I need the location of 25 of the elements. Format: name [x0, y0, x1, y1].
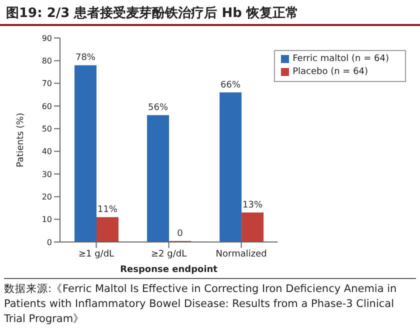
y-tick-label: 0: [46, 238, 52, 247]
y-tick-label: 30: [42, 170, 52, 179]
x-tick-label: Normalized: [216, 249, 267, 260]
data-label: 78%: [76, 53, 96, 64]
y-tick-label: 70: [42, 79, 52, 88]
data-label: 0: [177, 229, 184, 239]
legend-label: Ferric maltol (n = 64): [292, 54, 389, 64]
data-label: 56%: [148, 103, 168, 114]
y-tick-label: 90: [42, 34, 52, 43]
y-tick-label: 50: [42, 124, 52, 134]
x-tick-label: ≥2 g/dL: [150, 249, 187, 260]
y-tick-label: 60: [42, 102, 52, 111]
y-tick-label: 40: [42, 147, 52, 156]
data-label: 66%: [220, 80, 242, 90]
x-tick-label: ≥1 g/dL: [78, 249, 114, 260]
chart-title: 图19: 2/3 患者接受麦芽酚铁治疗后 Hb 恢复正常: [0, 0, 420, 26]
legend-label: Placebo (n = 64): [292, 67, 368, 77]
x-axis-title: Response endpoint: [120, 265, 218, 275]
data-label: 13%: [242, 200, 264, 211]
y-tick-label: 80: [42, 56, 52, 66]
data-label: 11%: [98, 205, 118, 216]
source-note: 数据来源:《Ferric Maltol Is Effective in Correcting Iron Deficiency Anemia in Patients with Inflammatory Bowel Disease: Results from a Phase-3 Clinical Trial Program》: [4, 282, 398, 327]
y-axis-title: Patients (%): [16, 112, 26, 168]
y-tick-label: 20: [42, 192, 52, 202]
y-tick-label: 10: [42, 215, 52, 224]
